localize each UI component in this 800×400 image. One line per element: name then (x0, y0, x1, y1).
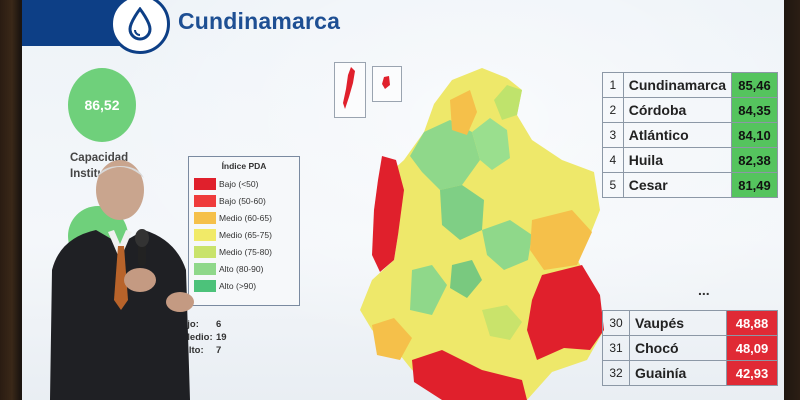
table-row: 5 Cesar 81,49 (602, 172, 778, 198)
island-inset-map (334, 62, 366, 118)
table-row: 32 Guainía 42,93 (602, 360, 778, 386)
island-inset-map-small (372, 66, 402, 102)
legend-label: Bajo (<50) (219, 178, 259, 189)
score-value: 82,38 (731, 147, 778, 173)
rank-cell: 32 (602, 360, 630, 386)
legend-label: Alto (80-90) (219, 263, 264, 274)
category-counts: ajo: 6 Medio: 19 Alto: 7 (182, 318, 227, 357)
bottom-ranking-table: 30 Vaupés 48,88 31 Chocó 48,09 32 Guainía 42,93 (602, 310, 778, 386)
department-name: Huila (622, 147, 733, 173)
score-value: 85,46 (731, 72, 778, 98)
water-drop-icon (110, 0, 170, 54)
legend-swatch (194, 177, 216, 190)
legend-label: Alto (>90) (219, 280, 257, 291)
table-row: 1 Cundinamarca 85,46 (602, 72, 778, 98)
score-value: 42,93 (726, 360, 778, 386)
top-ranking-table: 1 Cundinamarca 85,46 2 Córdoba 84,35 3 Atlántic… (602, 72, 778, 198)
slide-title: Cundinamarca (178, 8, 341, 34)
legend-item: Alto (80-90) (189, 260, 299, 277)
department-name: Córdoba (622, 97, 733, 123)
score-caption: Capacidad Institu (70, 152, 129, 180)
score-value: 84,10 (731, 122, 778, 148)
legend-swatch (194, 211, 216, 224)
score-value: 84,35 (731, 97, 778, 123)
department-name: Cundinamarca (622, 72, 733, 98)
legend-item: Bajo (50-60) (189, 192, 299, 209)
legend-item: Alto (>90) (189, 277, 299, 294)
legend-swatch (194, 245, 216, 258)
department-name: Atlántico (622, 122, 733, 148)
department-name: Cesar (622, 172, 733, 198)
legend-label: Bajo (50-60) (219, 195, 266, 206)
legend-box: Índice PDA Bajo (<50) Bajo (50-60) Medio (… (188, 156, 300, 306)
legend-title: Índice PDA (221, 161, 267, 171)
legend-swatch (194, 262, 216, 275)
department-name: Vaupés (629, 310, 727, 336)
rank-cell: 1 (602, 72, 624, 98)
legend-swatch (194, 194, 216, 207)
legend-swatch (194, 228, 216, 241)
table-row: 30 Vaupés 48,88 (602, 310, 778, 336)
count-row: Alto: 7 (182, 345, 222, 356)
score-value: 81,49 (731, 172, 778, 198)
projection-screen: Cundinamarca 86,52 Capacidad Institu Índ… (22, 0, 784, 400)
rank-cell: 31 (602, 335, 630, 361)
score-value: 48,09 (726, 335, 778, 361)
rank-cell: 5 (602, 172, 624, 198)
table-row: 31 Chocó 48,09 (602, 335, 778, 361)
legend-item: Medio (75-80) (189, 243, 299, 260)
colombia-map (360, 68, 604, 400)
rank-cell: 3 (602, 122, 624, 148)
department-name: Chocó (629, 335, 727, 361)
rank-cell: 30 (602, 310, 630, 336)
legend-item: Medio (65-75) (189, 226, 299, 243)
legend-label: Medio (75-80) (219, 246, 272, 257)
rank-cell: 4 (602, 147, 624, 173)
department-name: Guainía (629, 360, 727, 386)
legend-item: Medio (60-65) (189, 209, 299, 226)
legend-label: Medio (60-65) (219, 212, 272, 223)
rank-cell: 2 (602, 97, 624, 123)
table-row: 4 Huila 82,38 (602, 147, 778, 173)
count-row: ajo: 6 (182, 319, 222, 330)
score-circle: 86,52 (68, 68, 136, 142)
table-row: 3 Atlántico 84,10 (602, 122, 778, 148)
ellipsis: ... (698, 282, 710, 298)
score-value: 48,88 (726, 310, 778, 336)
table-row: 2 Córdoba 84,35 (602, 97, 778, 123)
legend-swatch (194, 279, 216, 292)
speaker-person (50, 160, 194, 400)
legend-item: Bajo (<50) (189, 175, 299, 192)
count-row: Medio: 19 (182, 332, 227, 343)
legend-list: Bajo (<50) Bajo (50-60) Medio (60-65) Medio… (189, 175, 299, 294)
legend-label: Medio (65-75) (219, 229, 272, 240)
